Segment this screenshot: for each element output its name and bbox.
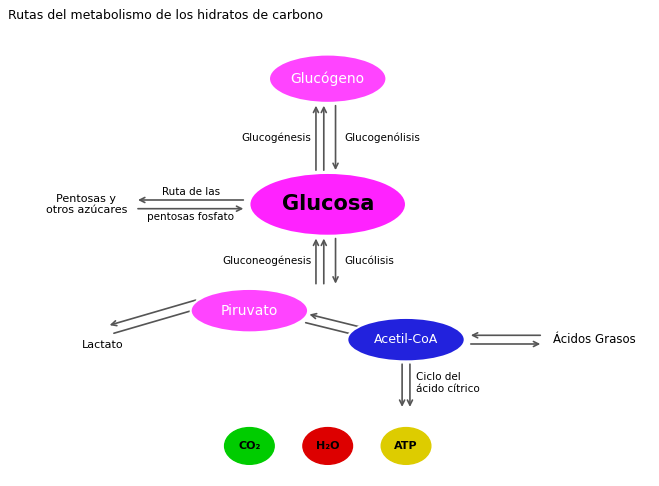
- Text: Ruta de las: Ruta de las: [161, 187, 219, 197]
- Ellipse shape: [269, 54, 386, 103]
- Text: Acetil-CoA: Acetil-CoA: [374, 333, 438, 346]
- Text: Ciclo del
ácido cítrico: Ciclo del ácido cítrico: [416, 372, 480, 394]
- Ellipse shape: [190, 289, 308, 332]
- Text: Pentosas y
otros azúcares: Pentosas y otros azúcares: [45, 193, 127, 215]
- Text: H₂O: H₂O: [316, 441, 339, 451]
- Text: Ácidos Grasos: Ácidos Grasos: [553, 333, 636, 346]
- Circle shape: [225, 428, 274, 464]
- Circle shape: [381, 428, 431, 464]
- Text: ATP: ATP: [394, 441, 418, 451]
- Text: Gluconeogénesis: Gluconeogénesis: [222, 256, 312, 266]
- Circle shape: [303, 428, 353, 464]
- Text: Glucógeno: Glucógeno: [291, 71, 365, 86]
- Text: Piruvato: Piruvato: [221, 304, 278, 318]
- Text: Lactato: Lactato: [82, 340, 123, 349]
- Text: pentosas fosfato: pentosas fosfato: [147, 211, 234, 222]
- Text: CO₂: CO₂: [238, 441, 260, 451]
- Ellipse shape: [347, 318, 465, 362]
- Text: Glucosa: Glucosa: [281, 194, 374, 214]
- Ellipse shape: [249, 173, 406, 236]
- Text: Glucólisis: Glucólisis: [344, 256, 394, 266]
- Text: Glucogenólisis: Glucogenólisis: [344, 133, 420, 143]
- Text: Glucogénesis: Glucogénesis: [241, 133, 312, 143]
- Text: Rutas del metabolismo de los hidratos de carbono: Rutas del metabolismo de los hidratos de…: [8, 9, 323, 22]
